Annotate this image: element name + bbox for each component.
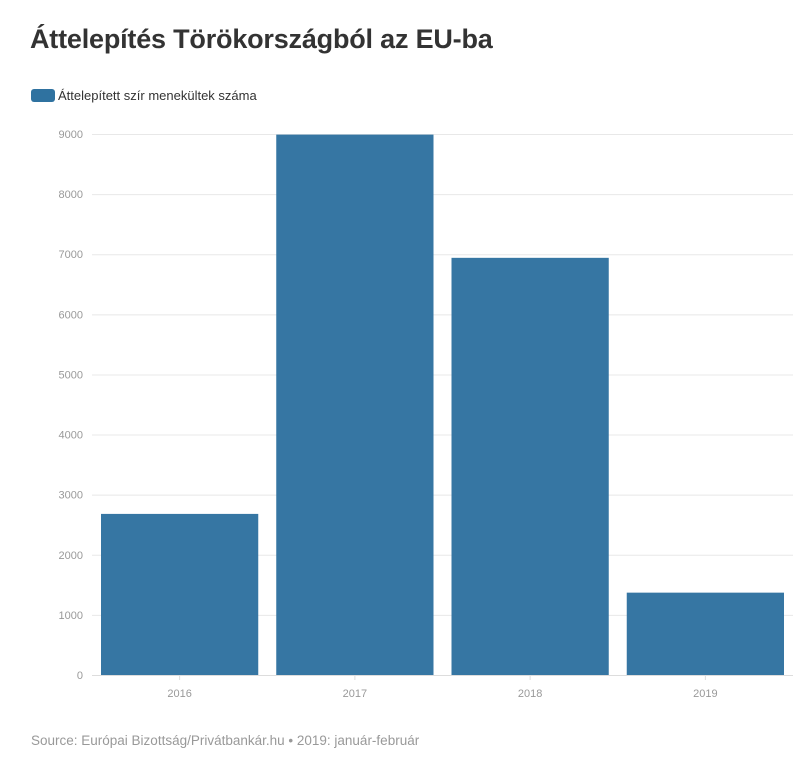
y-tick-label-5000: 5000 <box>59 369 83 381</box>
bar-2017 <box>276 134 434 676</box>
x-tick-label-2017: 2017 <box>343 688 367 700</box>
chart-title: Áttelepítés Törökországból az EU-ba <box>30 24 493 54</box>
source-note: Source: Európai Bizottság/Privátbankár.h… <box>31 733 420 748</box>
y-tick-label-9000: 9000 <box>59 129 83 141</box>
legend: Áttelepített szír menekültek száma <box>31 88 257 103</box>
y-tick-label-7000: 7000 <box>59 249 83 261</box>
y-tick-label-4000: 4000 <box>59 430 83 442</box>
x-tick-label-2016: 2016 <box>167 688 191 700</box>
legend-label: Áttelepített szír menekültek száma <box>58 88 257 103</box>
bar-chart: 0 1000 2000 3000 4000 5000 6000 7000 8000 9000 201… <box>59 129 793 700</box>
y-tick-label-8000: 8000 <box>59 189 83 201</box>
x-tick-label-2018: 2018 <box>518 688 542 700</box>
y-tick-label-1000: 1000 <box>59 610 83 622</box>
y-tick-label-3000: 3000 <box>59 490 83 502</box>
bar-2016 <box>101 513 259 675</box>
x-tick-label-2019: 2019 <box>693 688 717 700</box>
bar-2018 <box>451 257 609 675</box>
bars <box>101 134 784 676</box>
y-tick-label-6000: 6000 <box>59 309 83 321</box>
y-tick-label-2000: 2000 <box>59 550 83 562</box>
bar-2019 <box>626 592 784 675</box>
axes: 0 1000 2000 3000 4000 5000 6000 7000 8000 9000 201… <box>59 129 718 700</box>
legend-swatch <box>31 89 55 102</box>
y-tick-label-0: 0 <box>77 670 83 682</box>
